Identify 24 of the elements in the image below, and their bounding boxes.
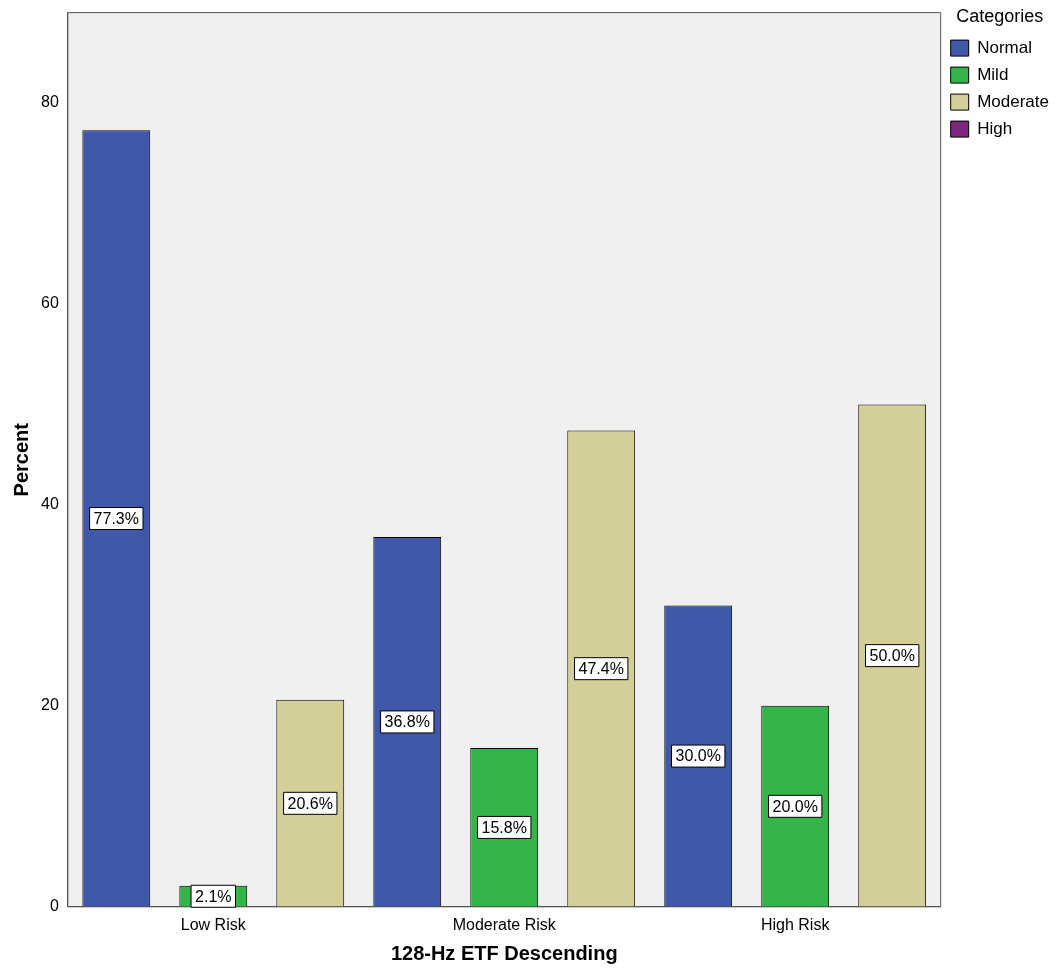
y-axis-title: Percent xyxy=(9,422,32,497)
data-label: 50.0% xyxy=(869,647,915,665)
data-label: 15.8% xyxy=(481,818,527,836)
data-label: 36.8% xyxy=(384,713,430,731)
x-tick-label: High Risk xyxy=(760,915,831,933)
legend-label: Normal xyxy=(977,37,1032,57)
y-tick-label: 40 xyxy=(41,495,59,513)
data-label: 77.3% xyxy=(93,509,139,527)
x-axis-title: 128-Hz ETF Descending xyxy=(390,941,618,964)
legend-title: Categories xyxy=(956,5,1044,26)
data-label: 2.1% xyxy=(195,887,232,905)
y-tick-label: 0 xyxy=(49,897,59,915)
legend-label: High xyxy=(977,118,1013,138)
y-tick-label: 80 xyxy=(41,93,59,111)
data-label: 30.0% xyxy=(675,747,721,765)
data-label: 20.6% xyxy=(287,794,333,812)
legend-label: Mild xyxy=(977,64,1009,84)
y-tick-label: 60 xyxy=(41,294,59,312)
legend-label: Moderate xyxy=(977,91,1050,111)
y-tick-label: 20 xyxy=(41,696,59,714)
data-label: 47.4% xyxy=(578,660,624,678)
x-tick-label: Low Risk xyxy=(180,915,247,933)
data-label: 20.0% xyxy=(772,797,818,815)
x-tick-label: Moderate Risk xyxy=(452,915,557,933)
